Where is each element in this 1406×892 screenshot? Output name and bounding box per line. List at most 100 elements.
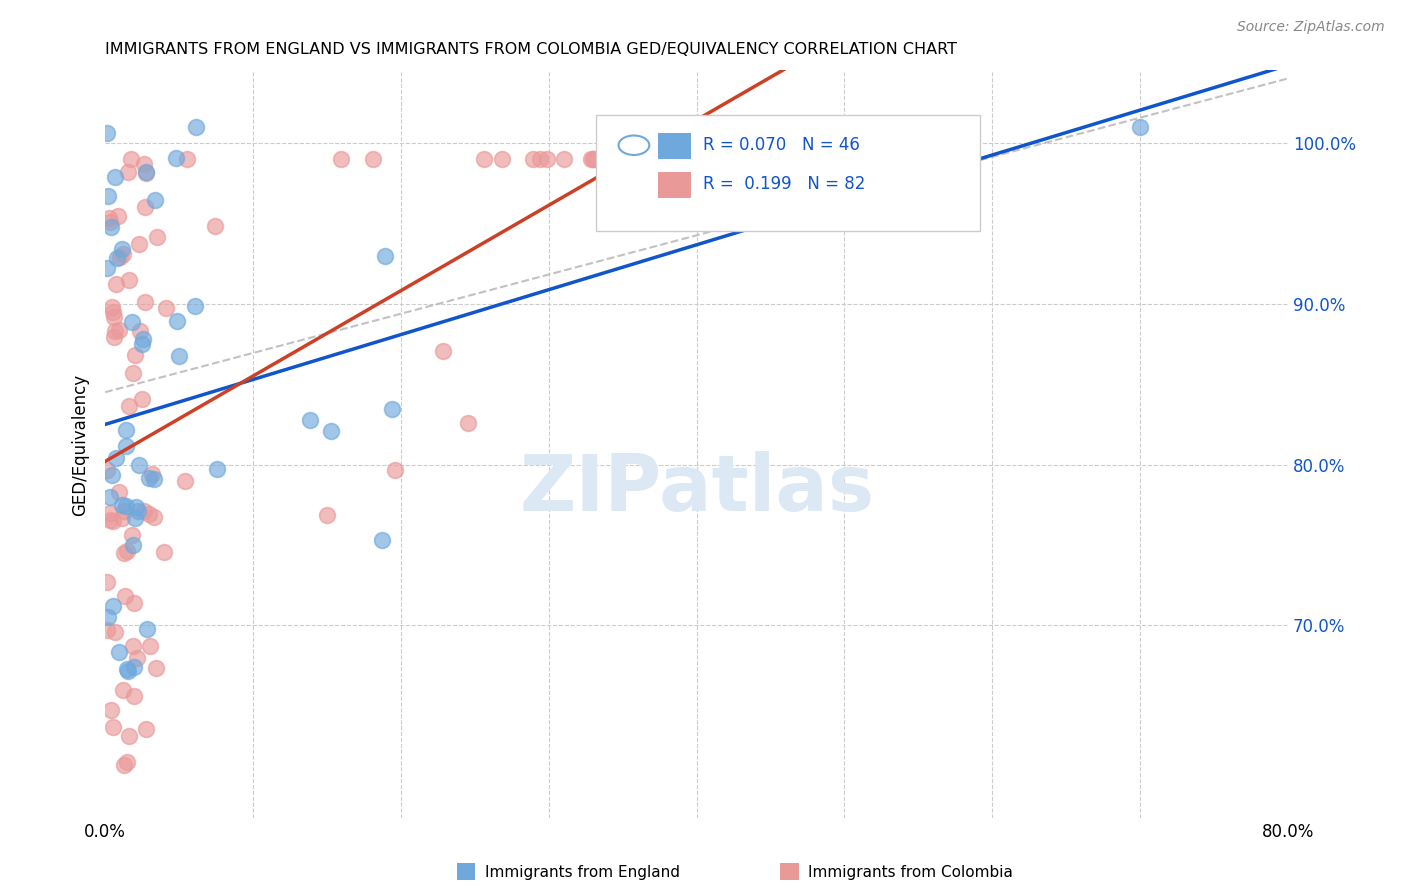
Bar: [658, 172, 690, 198]
Point: [142, 472, 165, 486]
Point: [582, 152, 605, 166]
Point: [432, 344, 454, 359]
Point: [135, 166, 157, 180]
Point: [693, 152, 716, 166]
Point: [142, 509, 165, 524]
Point: [111, 498, 134, 512]
Point: [103, 721, 125, 735]
Point: [103, 330, 125, 344]
Point: [108, 323, 131, 337]
Point: [136, 622, 159, 636]
Point: [204, 219, 226, 233]
Point: [319, 424, 342, 438]
Point: [183, 300, 205, 314]
Point: [134, 200, 156, 214]
Point: [100, 703, 122, 717]
Point: [112, 504, 135, 518]
Point: [138, 471, 160, 485]
Text: R =  0.199   N = 82: R = 0.199 N = 82: [703, 175, 865, 194]
Point: [114, 500, 136, 514]
Point: [104, 625, 127, 640]
Point: [143, 194, 166, 208]
Point: [131, 337, 153, 351]
Point: [134, 156, 156, 170]
Point: [685, 120, 707, 134]
Point: [117, 164, 139, 178]
Point: [104, 451, 127, 466]
Point: [115, 662, 138, 676]
Point: [98, 490, 121, 504]
Point: [122, 366, 145, 380]
Point: [384, 463, 406, 477]
Point: [103, 310, 125, 324]
Point: [122, 639, 145, 653]
Point: [118, 273, 141, 287]
Point: [167, 349, 190, 363]
Point: [134, 504, 156, 518]
Point: [104, 170, 127, 185]
Point: [166, 313, 188, 327]
Text: Immigrants from Colombia: Immigrants from Colombia: [808, 865, 1014, 880]
Point: [134, 295, 156, 310]
Point: [115, 543, 138, 558]
Circle shape: [619, 136, 650, 155]
Point: [128, 237, 150, 252]
Point: [686, 152, 709, 166]
Text: R = 0.070   N = 46: R = 0.070 N = 46: [703, 136, 859, 154]
Point: [135, 165, 157, 179]
Point: [97, 610, 120, 624]
Point: [330, 152, 353, 166]
Point: [131, 392, 153, 406]
Point: [624, 152, 647, 166]
FancyBboxPatch shape: [596, 115, 980, 231]
Point: [127, 504, 149, 518]
Point: [122, 660, 145, 674]
Point: [96, 260, 118, 275]
Point: [121, 316, 143, 330]
Point: [96, 623, 118, 637]
Point: [122, 538, 145, 552]
Point: [117, 664, 139, 678]
Point: [98, 506, 121, 520]
Point: [124, 596, 146, 610]
Point: [153, 545, 176, 559]
Point: [145, 661, 167, 675]
Point: [124, 348, 146, 362]
Point: [522, 152, 544, 166]
Point: [125, 500, 148, 514]
Text: Immigrants from England: Immigrants from England: [485, 865, 681, 880]
Point: [107, 209, 129, 223]
Point: [128, 458, 150, 472]
Point: [111, 683, 134, 698]
Point: [101, 514, 124, 528]
Point: [363, 152, 385, 166]
Point: [536, 152, 558, 166]
Point: [120, 152, 142, 166]
Point: [100, 513, 122, 527]
Point: [124, 511, 146, 525]
Text: ZIPatlas: ZIPatlas: [519, 451, 875, 527]
Point: [98, 215, 121, 229]
Point: [529, 152, 551, 166]
Y-axis label: GED/Equivalency: GED/Equivalency: [72, 374, 89, 516]
Point: [176, 152, 198, 166]
Point: [457, 416, 479, 430]
Point: [104, 277, 127, 291]
Point: [101, 304, 124, 318]
Point: [118, 399, 141, 413]
Point: [96, 126, 118, 140]
Point: [115, 438, 138, 452]
Point: [97, 189, 120, 203]
Point: [491, 152, 513, 166]
Point: [381, 402, 404, 417]
Point: [114, 589, 136, 603]
Point: [96, 574, 118, 589]
Point: [112, 757, 135, 772]
Point: [112, 546, 135, 560]
Point: [472, 152, 495, 166]
Point: [112, 247, 135, 261]
Text: Source: ZipAtlas.com: Source: ZipAtlas.com: [1237, 20, 1385, 34]
Point: [299, 413, 322, 427]
Point: [96, 463, 118, 477]
Point: [316, 508, 339, 522]
